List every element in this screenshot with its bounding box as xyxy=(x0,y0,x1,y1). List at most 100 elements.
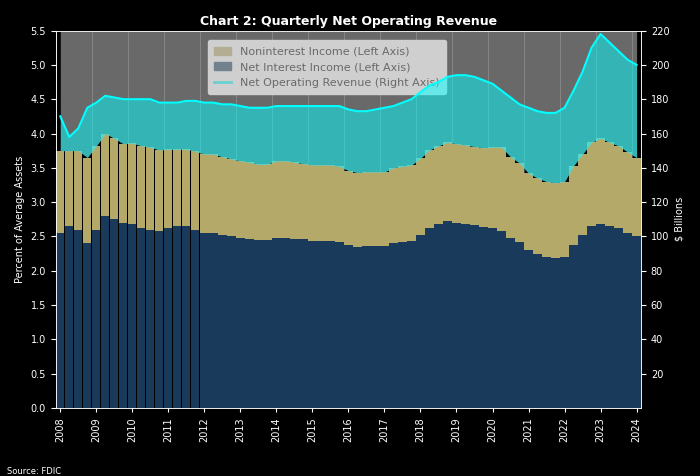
Bar xyxy=(354,173,362,247)
Bar xyxy=(380,172,389,246)
Bar xyxy=(182,226,190,408)
Legend: Noninterest Income (Left Axis), Net Interest Income (Left Axis), Net Operating R: Noninterest Income (Left Axis), Net Inte… xyxy=(208,40,446,94)
Bar xyxy=(578,235,587,408)
Bar xyxy=(228,237,235,408)
Bar xyxy=(308,165,316,240)
Bar xyxy=(300,239,307,408)
Bar xyxy=(398,242,407,408)
Bar xyxy=(363,172,370,246)
Bar xyxy=(263,240,272,408)
Bar xyxy=(434,224,442,408)
Y-axis label: Percent of Average Assets: Percent of Average Assets xyxy=(15,156,25,283)
Bar xyxy=(281,238,290,408)
Bar xyxy=(254,164,262,240)
Bar xyxy=(146,229,155,408)
Bar xyxy=(398,167,407,242)
Bar xyxy=(533,254,542,408)
Bar xyxy=(173,226,181,408)
Bar xyxy=(363,246,370,408)
Bar xyxy=(524,173,533,250)
Bar xyxy=(317,240,326,408)
Bar xyxy=(426,228,433,408)
Bar xyxy=(83,243,92,408)
Bar xyxy=(218,235,227,408)
Bar xyxy=(596,224,605,408)
Bar xyxy=(633,158,641,237)
Bar xyxy=(542,181,551,257)
Bar xyxy=(578,154,587,235)
Y-axis label: $ Billions: $ Billions xyxy=(675,197,685,241)
Bar xyxy=(542,257,551,408)
Bar xyxy=(335,167,344,242)
Bar xyxy=(587,142,596,226)
Bar xyxy=(561,181,568,257)
Bar xyxy=(137,146,146,228)
Bar xyxy=(317,165,326,240)
Bar xyxy=(281,161,290,238)
Bar xyxy=(56,233,64,408)
Bar xyxy=(335,242,344,408)
Bar xyxy=(228,159,235,237)
Bar xyxy=(461,224,470,408)
Bar xyxy=(137,228,146,408)
Bar xyxy=(65,151,74,226)
Bar xyxy=(470,226,479,408)
Bar xyxy=(83,158,92,243)
Bar xyxy=(209,154,218,233)
Bar xyxy=(110,219,118,408)
Bar xyxy=(416,235,425,408)
Bar xyxy=(470,147,479,226)
Bar xyxy=(416,158,425,235)
Bar xyxy=(515,242,524,408)
Bar xyxy=(596,139,605,224)
Bar xyxy=(506,238,514,408)
Bar xyxy=(426,150,433,228)
Bar xyxy=(254,240,262,408)
Bar xyxy=(524,250,533,408)
Bar xyxy=(569,245,577,408)
Bar xyxy=(102,216,109,408)
Bar xyxy=(506,157,514,238)
Bar xyxy=(272,161,281,238)
Bar xyxy=(308,240,316,408)
Bar xyxy=(245,239,253,408)
Bar xyxy=(407,240,416,408)
Bar xyxy=(236,238,244,408)
Bar xyxy=(344,170,353,245)
Bar xyxy=(263,164,272,240)
Bar xyxy=(128,143,136,224)
Bar xyxy=(533,178,542,254)
Bar xyxy=(452,144,461,223)
Bar xyxy=(552,183,560,258)
Bar xyxy=(209,233,218,408)
Bar xyxy=(389,243,398,408)
Bar xyxy=(290,239,299,408)
Bar xyxy=(606,226,614,408)
Bar xyxy=(443,142,452,221)
Bar xyxy=(245,162,253,239)
Bar xyxy=(380,246,389,408)
Bar xyxy=(371,172,379,246)
Bar xyxy=(92,229,100,408)
Bar xyxy=(434,146,442,224)
Bar xyxy=(480,227,488,408)
Bar xyxy=(624,233,631,408)
Bar xyxy=(461,145,470,224)
Bar xyxy=(191,151,200,229)
Bar xyxy=(561,257,568,408)
Bar xyxy=(326,240,335,408)
Bar xyxy=(587,226,596,408)
Bar xyxy=(290,162,299,239)
Bar xyxy=(110,139,118,219)
Bar xyxy=(200,154,209,233)
Bar xyxy=(218,157,227,235)
Bar xyxy=(515,163,524,242)
Bar xyxy=(443,221,452,408)
Bar xyxy=(146,147,155,229)
Bar xyxy=(489,228,497,408)
Bar xyxy=(371,246,379,408)
Bar xyxy=(344,245,353,408)
Bar xyxy=(191,229,200,408)
Bar xyxy=(407,165,416,240)
Bar xyxy=(164,149,172,228)
